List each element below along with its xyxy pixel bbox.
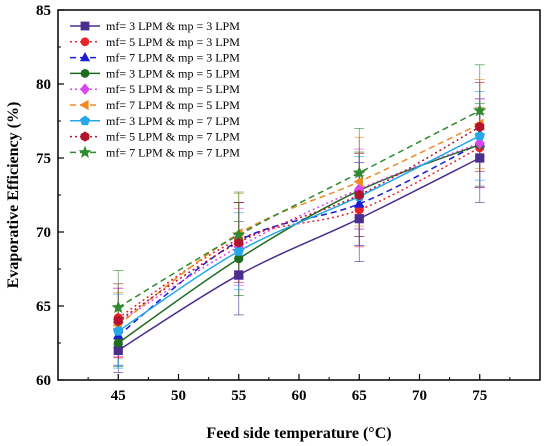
data-point-series-7 xyxy=(474,130,486,141)
legend-label: mf= 5 LPM & mp = 7 LPM xyxy=(106,130,240,144)
series-line-5 xyxy=(117,142,481,323)
series-lines xyxy=(117,109,481,352)
legend-marker xyxy=(79,115,91,126)
x-tick-label: 55 xyxy=(231,388,246,404)
data-point-series-7 xyxy=(233,245,245,256)
y-tick-label: 80 xyxy=(36,77,51,93)
series-line-7 xyxy=(117,135,481,332)
x-tick-label: 60 xyxy=(292,388,307,404)
legend-marker xyxy=(79,51,91,62)
x-tick-label: 70 xyxy=(412,388,427,404)
data-point-series-8 xyxy=(475,121,485,133)
legend-label: mf= 3 LPM & mp = 3 LPM xyxy=(106,19,240,33)
legend: mf= 3 LPM & mp = 3 LPM mf= 5 LPM & mp = 3… xyxy=(70,19,240,159)
legend-entry: mf= 3 LPM & mp = 7 LPM xyxy=(70,114,240,128)
legend-label: mf= 7 LPM & mp = 7 LPM xyxy=(106,145,240,159)
data-point-series-4 xyxy=(113,338,123,348)
data-point-series-9 xyxy=(232,227,246,241)
legend-label: mf= 3 LPM & mp = 5 LPM xyxy=(106,66,240,80)
series-markers xyxy=(111,103,487,356)
data-point-series-6 xyxy=(353,176,364,187)
data-point-series-9 xyxy=(352,165,366,179)
legend-label: mf= 3 LPM & mp = 7 LPM xyxy=(106,114,240,128)
legend-entry: mf= 5 LPM & mp = 5 LPM xyxy=(70,82,240,96)
series-line-1 xyxy=(117,157,481,352)
legend-label: mf= 7 LPM & mp = 5 LPM xyxy=(106,98,240,112)
legend-marker xyxy=(78,145,92,158)
legend-entry: mf= 7 LPM & mp = 7 LPM xyxy=(70,145,240,159)
legend-entry: mf= 5 LPM & mp = 7 LPM xyxy=(70,130,240,144)
series-line-4 xyxy=(117,143,481,344)
data-point-series-1 xyxy=(475,153,485,163)
x-tick-label: 65 xyxy=(352,388,367,404)
data-point-series-3 xyxy=(353,198,365,208)
data-point-series-1 xyxy=(234,270,244,280)
series-line-6 xyxy=(117,123,481,326)
legend-entry: mf= 3 LPM & mp = 3 LPM xyxy=(70,19,240,33)
data-point-series-1 xyxy=(354,214,364,224)
data-point-series-9 xyxy=(473,103,487,117)
x-axis-label: Feed side temperature (°C) xyxy=(206,425,391,442)
legend-entry: mf= 7 LPM & mp = 3 LPM xyxy=(70,51,240,65)
series-line-9 xyxy=(117,109,481,309)
legend-entry: mf= 7 LPM & mp = 5 LPM xyxy=(70,98,240,112)
legend-entry: mf= 3 LPM & mp = 5 LPM xyxy=(70,66,240,80)
y-tick-label: 65 xyxy=(36,299,51,315)
legend-marker xyxy=(79,99,89,111)
data-point-series-7 xyxy=(112,325,124,336)
legend-label: mf= 5 LPM & mp = 5 LPM xyxy=(106,82,240,96)
axes: 45 50 55 60 65 70 75 60 65 70 75 80 85 xyxy=(36,3,541,404)
legend-marker xyxy=(80,131,90,142)
y-tick-label: 70 xyxy=(36,225,51,241)
y-tick-label: 85 xyxy=(36,3,51,19)
series-line-3 xyxy=(117,142,481,337)
data-point-series-5 xyxy=(474,137,485,150)
legend-entry: mf= 5 LPM & mp = 3 LPM xyxy=(70,35,240,49)
data-point-series-8 xyxy=(354,189,364,201)
x-tick-label: 45 xyxy=(111,388,126,404)
y-tick-label: 60 xyxy=(36,373,51,389)
legend-marker xyxy=(80,21,90,31)
legend-marker xyxy=(80,69,90,78)
x-tick-label: 75 xyxy=(472,388,487,404)
data-point-series-9 xyxy=(111,300,125,314)
legend-label: mf= 5 LPM & mp = 3 LPM xyxy=(106,35,240,49)
series-line-2 xyxy=(117,146,481,319)
data-point-series-8 xyxy=(113,315,123,327)
legend-marker xyxy=(80,37,90,47)
x-tick-label: 50 xyxy=(171,388,186,404)
data-point-series-8 xyxy=(234,237,244,248)
y-axis-label: Evaporative Efficiency (%) xyxy=(5,102,22,289)
legend-marker xyxy=(80,83,90,96)
legend-label: mf= 7 LPM & mp = 3 LPM xyxy=(106,51,240,65)
y-tick-label: 75 xyxy=(36,151,51,167)
